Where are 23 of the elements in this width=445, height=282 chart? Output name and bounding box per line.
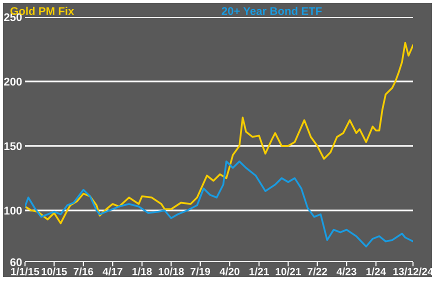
- y-tick-label: 150: [4, 142, 22, 150]
- x-tick-label: 7/16: [74, 268, 94, 276]
- x-tick-label: 10/15: [42, 268, 67, 276]
- y-tick-label: 250: [4, 13, 22, 22]
- x-tick-label: 4/17: [102, 268, 122, 276]
- x-tick-label: 1/21: [250, 268, 269, 276]
- line-series: [25, 42, 413, 224]
- x-tick-label: 7/19: [190, 268, 210, 276]
- x-tick-label: 4/23: [336, 268, 356, 276]
- x-tick-label: 4/20: [220, 268, 240, 276]
- x-tick-label: 1/24: [366, 268, 386, 276]
- y-tick-label: 60: [10, 258, 22, 266]
- text: Gold PM Fix: [10, 6, 74, 15]
- line-series: [25, 160, 413, 248]
- x-tick-label: 13/12/24: [393, 268, 434, 276]
- x-tick-label: 10/18: [158, 268, 184, 276]
- x-tick-label: 1/1/15: [11, 268, 40, 276]
- x-tick-label: 10/21: [276, 268, 301, 276]
- text: 20+ Year Bond ETF: [222, 6, 322, 15]
- x-tick-label: 1/18: [132, 268, 152, 276]
- y-tick-label: 100: [4, 206, 22, 215]
- y-tick-label: 200: [4, 78, 22, 86]
- x-tick-label: 7/22: [308, 268, 328, 276]
